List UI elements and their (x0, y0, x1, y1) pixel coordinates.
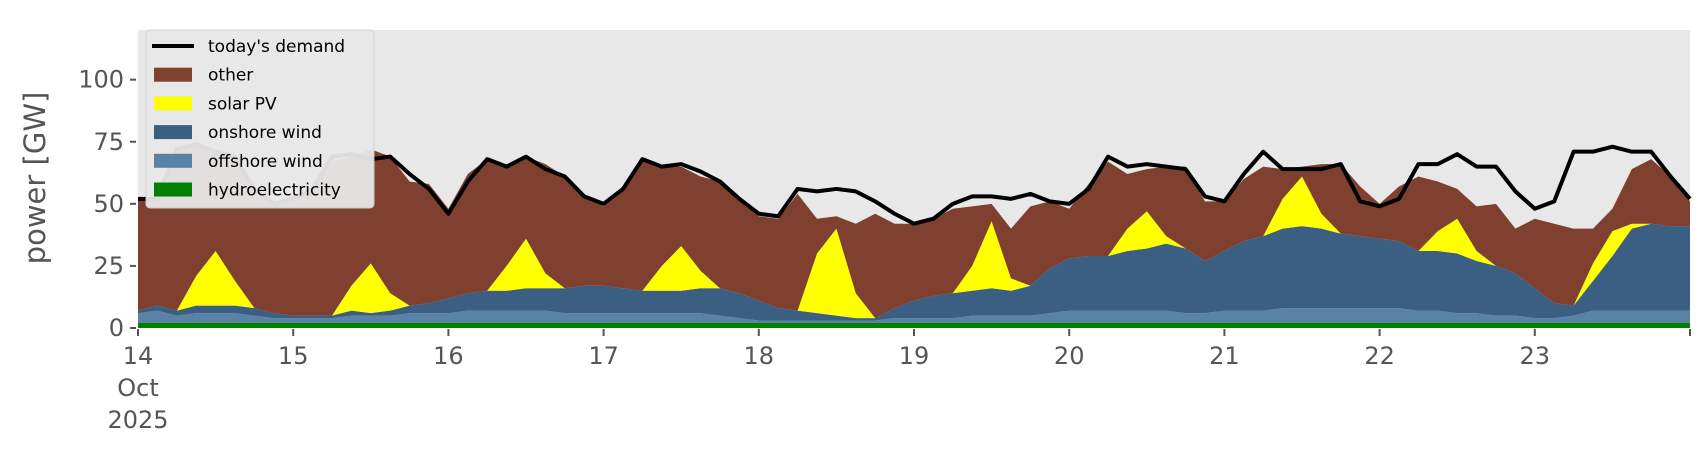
area-onshore-wind (138, 223, 1690, 321)
area-solar-pv (138, 176, 1690, 319)
y-axis-label: power [GW] (18, 92, 52, 265)
y-axis: 0 25 50 75 100 (78, 66, 136, 342)
legend-label: other (208, 66, 253, 86)
stacked-areas (138, 144, 1690, 328)
x-tick-label: 2025 (107, 406, 168, 434)
y-tick-label: 100 (78, 66, 124, 94)
legend: today's demand other solar PV onshore wind o… (145, 29, 375, 209)
legend-swatch (154, 153, 192, 168)
area-offshore-wind (138, 308, 1690, 324)
x-axis: 14 Oct 2025 15 16 17 18 19 20 21 22 23 (107, 329, 1691, 434)
y-tick-label: 25 (93, 252, 124, 280)
legend-swatch (154, 67, 192, 82)
x-tick-label: 21 (1209, 342, 1240, 370)
x-tick-label: 23 (1520, 342, 1551, 370)
x-tick-label: 22 (1364, 342, 1395, 370)
x-tick-label: 17 (588, 342, 619, 370)
legend-label: hydroelectricity (208, 181, 341, 201)
legend-box (145, 29, 375, 209)
area-other (138, 144, 1690, 319)
legend-swatch (154, 96, 192, 111)
x-tick-label: Oct (117, 374, 159, 402)
y-tick-label: 75 (93, 128, 124, 156)
x-tick-label: 15 (278, 342, 309, 370)
legend-label: today's demand (208, 37, 345, 57)
y-tick-label: 0 (109, 314, 124, 342)
demand-line-group (138, 142, 1692, 226)
x-tick-label: 14 (123, 342, 154, 370)
legend-label: onshore wind (208, 123, 322, 143)
x-tick-label: 20 (1054, 342, 1085, 370)
demand-line (138, 142, 1692, 226)
legend-swatch (154, 125, 192, 140)
legend-label: offshore wind (208, 152, 323, 172)
x-tick-label: 18 (744, 342, 775, 370)
area-hydroelectricity (138, 323, 1690, 328)
x-tick-label: 16 (433, 342, 464, 370)
x-tick-label: 19 (899, 342, 930, 370)
y-tick-label: 50 (93, 190, 124, 218)
legend-label: solar PV (208, 94, 277, 114)
legend-swatch (154, 182, 192, 197)
